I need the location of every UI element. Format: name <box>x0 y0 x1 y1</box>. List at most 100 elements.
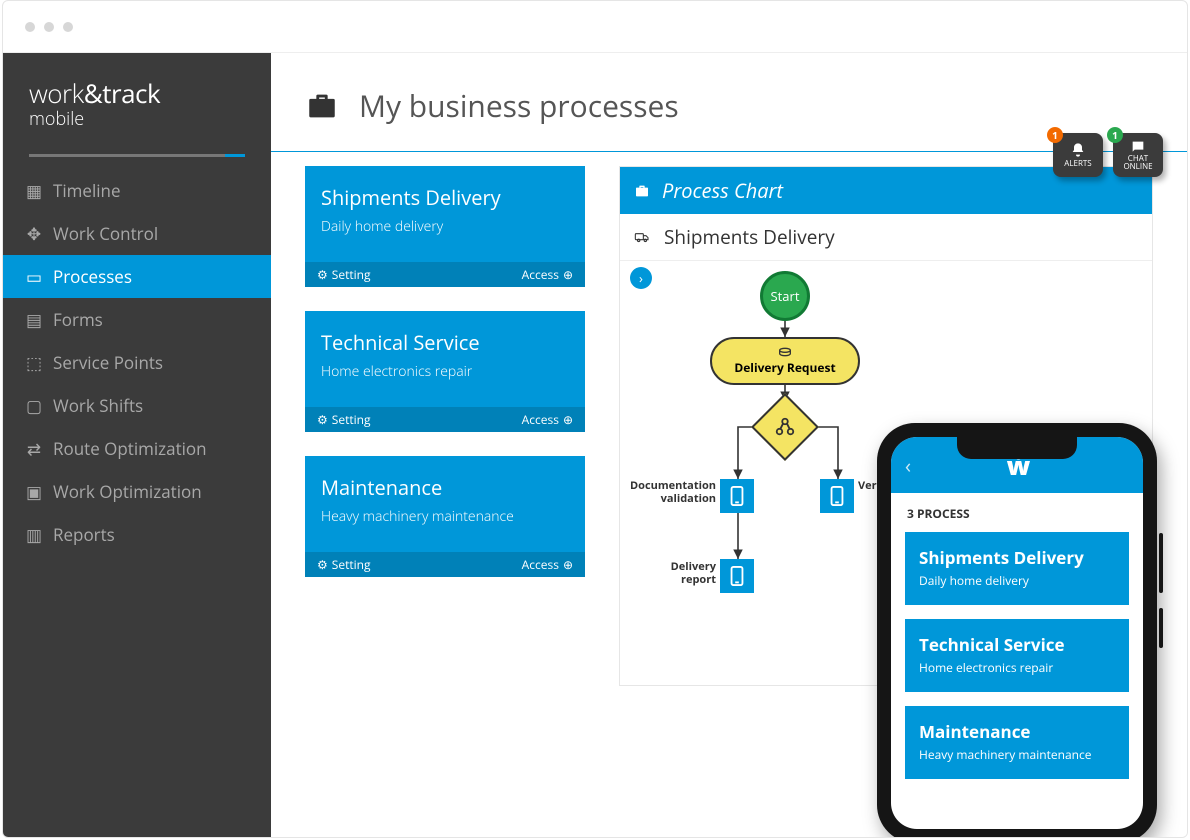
phone-card[interactable]: Technical Service Home electronics repai… <box>905 619 1129 692</box>
bell-icon <box>1070 142 1086 158</box>
phone-count-label: 3 PROCESS <box>891 493 1143 528</box>
gear-icon: ⚙ <box>317 411 328 428</box>
sidebar-item-label: Processes <box>53 265 132 288</box>
mobile-icon <box>729 566 745 586</box>
process-card[interactable]: Shipments Delivery Daily home delivery ⚙… <box>305 166 585 287</box>
sidebar-item-route-optimization[interactable]: ⇄ Route Optimization <box>3 427 271 470</box>
card-access-label: Access <box>522 266 559 283</box>
browser-frame: work&track mobile ▦ Timeline ✥ Work Contro… <box>2 0 1188 838</box>
card-title: Maintenance <box>321 474 569 501</box>
chart-subtitle: Shipments Delivery <box>664 224 835 250</box>
brand-word-b: &track <box>84 75 160 111</box>
notification-tray: 1 ALERTS 1 CHAT ONLINE <box>1053 133 1163 177</box>
sidebar-item-label: Service Points <box>53 351 163 374</box>
flow-start-label: Start <box>771 287 800 305</box>
sidebar-item-label: Route Optimization <box>53 437 207 460</box>
card-subtitle: Daily home delivery <box>321 217 569 236</box>
flow-node-report[interactable] <box>720 559 754 593</box>
card-setting-link[interactable]: ⚙Setting <box>317 411 371 428</box>
phone-card[interactable]: Shipments Delivery Daily home delivery <box>905 532 1129 605</box>
shuffle-icon: ⇄ <box>25 437 43 460</box>
card-access-link[interactable]: Access ⊕ <box>522 556 573 573</box>
window-titlebar <box>3 1 1187 53</box>
card-setting-label: Setting <box>332 266 371 283</box>
process-card-list: Shipments Delivery Daily home delivery ⚙… <box>305 166 585 686</box>
sidebar-nav: ▦ Timeline ✥ Work Control ▭ Processes ▤ Form… <box>3 169 271 556</box>
gear-icon: ⚙ <box>317 266 328 283</box>
phone-card-list: Shipments Delivery Daily home delivery T… <box>891 528 1143 783</box>
chart-subheader: Shipments Delivery <box>620 214 1152 261</box>
phone-card-subtitle: Daily home delivery <box>919 572 1115 589</box>
card-setting-label: Setting <box>332 556 371 573</box>
sidebar-item-reports[interactable]: ▥Reports <box>3 513 271 556</box>
alerts-badge: 1 <box>1047 127 1063 143</box>
page-title: My business processes <box>359 85 679 126</box>
flow-label-doc: Documentation validation <box>620 480 716 505</box>
sidebar-item-work-control[interactable]: ✥ Work Control <box>3 212 271 255</box>
mobile-icon <box>829 486 845 506</box>
flow-node-request[interactable]: Delivery Request <box>710 337 860 385</box>
alerts-button[interactable]: 1 ALERTS <box>1053 133 1103 177</box>
sidebar-item-forms[interactable]: ▤ Forms <box>3 298 271 341</box>
flow-request-label: Delivery Request <box>734 359 835 376</box>
phone-card-subtitle: Heavy machinery maintenance <box>919 746 1115 763</box>
gear-icon: ⚙ <box>317 556 328 573</box>
alerts-label: ALERTS <box>1064 158 1091 169</box>
process-card[interactable]: Maintenance Heavy machinery maintenance … <box>305 456 585 577</box>
flow-node-doc[interactable] <box>720 479 754 513</box>
briefcase-icon <box>634 183 650 199</box>
flow-node-ver[interactable] <box>820 479 854 513</box>
phone-card[interactable]: Maintenance Heavy machinery maintenance <box>905 706 1129 779</box>
sidebar-item-label: Work Control <box>53 222 158 245</box>
briefcase-icon: ▭ <box>25 265 43 288</box>
sidebar-item-timeline[interactable]: ▦ Timeline <box>3 169 271 212</box>
sidebar-item-label: Reports <box>53 523 115 546</box>
calendar-icon: ▢ <box>25 394 43 417</box>
card-setting-link[interactable]: ⚙Setting <box>317 266 371 283</box>
chat-label: CHAT ONLINE <box>1113 155 1163 171</box>
sidebar-item-service-points[interactable]: ⬚ Service Points <box>3 341 271 384</box>
chevron-right-icon: ⊕ <box>563 411 573 428</box>
card-title: Technical Service <box>321 329 569 356</box>
sidebar-item-processes[interactable]: ▭ Processes <box>3 255 271 298</box>
phone-card-title: Shipments Delivery <box>919 546 1115 569</box>
doc-icon: ▤ <box>25 308 43 331</box>
card-setting-link[interactable]: ⚙Setting <box>317 556 371 573</box>
brand-block: work&track mobile <box>3 53 271 141</box>
chat-button[interactable]: 1 CHAT ONLINE <box>1113 133 1163 177</box>
phone-preview: ‹ ẇ 3 PROCESS Shipments Delivery Daily h… <box>877 423 1157 838</box>
mobile-icon <box>729 486 745 506</box>
process-card[interactable]: Technical Service Home electronics repai… <box>305 311 585 432</box>
card-access-link[interactable]: Access ⊕ <box>522 411 573 428</box>
brand-word-a: work <box>29 75 84 111</box>
map-icon: ⬚ <box>25 351 43 374</box>
stack-icon <box>777 347 793 359</box>
sidebar-item-label: Work Shifts <box>53 394 143 417</box>
window-dot <box>44 22 54 32</box>
flow-node-start[interactable]: Start <box>760 271 810 321</box>
card-subtitle: Heavy machinery maintenance <box>321 507 569 526</box>
briefcase-icon <box>305 89 339 123</box>
target-icon: ✥ <box>25 222 43 245</box>
sidebar-item-work-optimization[interactable]: ▣ Work Optimization <box>3 470 271 513</box>
window-dot <box>63 22 73 32</box>
header-divider <box>271 151 1187 152</box>
card-access-label: Access <box>522 411 559 428</box>
sidebar-item-work-shifts[interactable]: ▢ Work Shifts <box>3 384 271 427</box>
gateway-icon <box>774 416 796 438</box>
card-access-link[interactable]: Access ⊕ <box>522 266 573 283</box>
truck-icon <box>634 229 650 245</box>
sidebar-item-label: Forms <box>53 308 103 331</box>
card-subtitle: Home electronics repair <box>321 362 569 381</box>
grid-icon: ▦ <box>25 179 43 202</box>
back-icon[interactable]: ‹ <box>905 452 911 479</box>
phone-card-title: Maintenance <box>919 720 1115 743</box>
card-access-label: Access <box>522 556 559 573</box>
window-dot <box>25 22 35 32</box>
sidebar-item-label: Work Optimization <box>53 480 202 503</box>
sidebar-item-label: Timeline <box>53 179 121 202</box>
sidebar: work&track mobile ▦ Timeline ✥ Work Contro… <box>3 53 271 837</box>
flow-label-report: Delivery report <box>648 561 716 586</box>
phone-card-subtitle: Home electronics repair <box>919 659 1115 676</box>
squares-icon: ▣ <box>25 480 43 503</box>
